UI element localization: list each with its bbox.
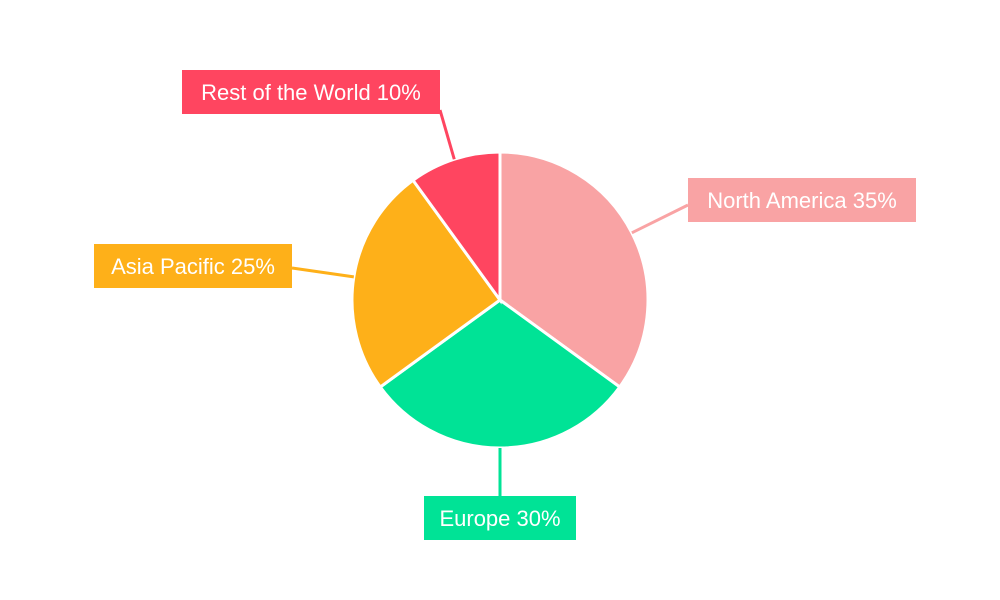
label-box bbox=[424, 496, 576, 540]
pie-slice-europe[interactable] bbox=[378, 298, 622, 450]
data-label: Rest of the World 10% bbox=[201, 80, 421, 105]
data-label: Asia Pacific 25% bbox=[111, 254, 275, 279]
labels: North America 35% Europe 30% Asia Pacific … bbox=[94, 70, 916, 540]
leader-line bbox=[438, 109, 456, 160]
label-box bbox=[94, 244, 292, 288]
data-label: Europe 30% bbox=[439, 506, 560, 531]
leader-line bbox=[631, 203, 689, 235]
slices bbox=[350, 150, 650, 450]
pie-slice-north-america[interactable] bbox=[498, 150, 650, 390]
label-box bbox=[182, 70, 440, 114]
data-label: North America 35% bbox=[707, 188, 897, 213]
label-box bbox=[688, 178, 916, 222]
pie-slice-asia-pacific[interactable] bbox=[350, 178, 503, 390]
leader-line bbox=[291, 266, 355, 279]
